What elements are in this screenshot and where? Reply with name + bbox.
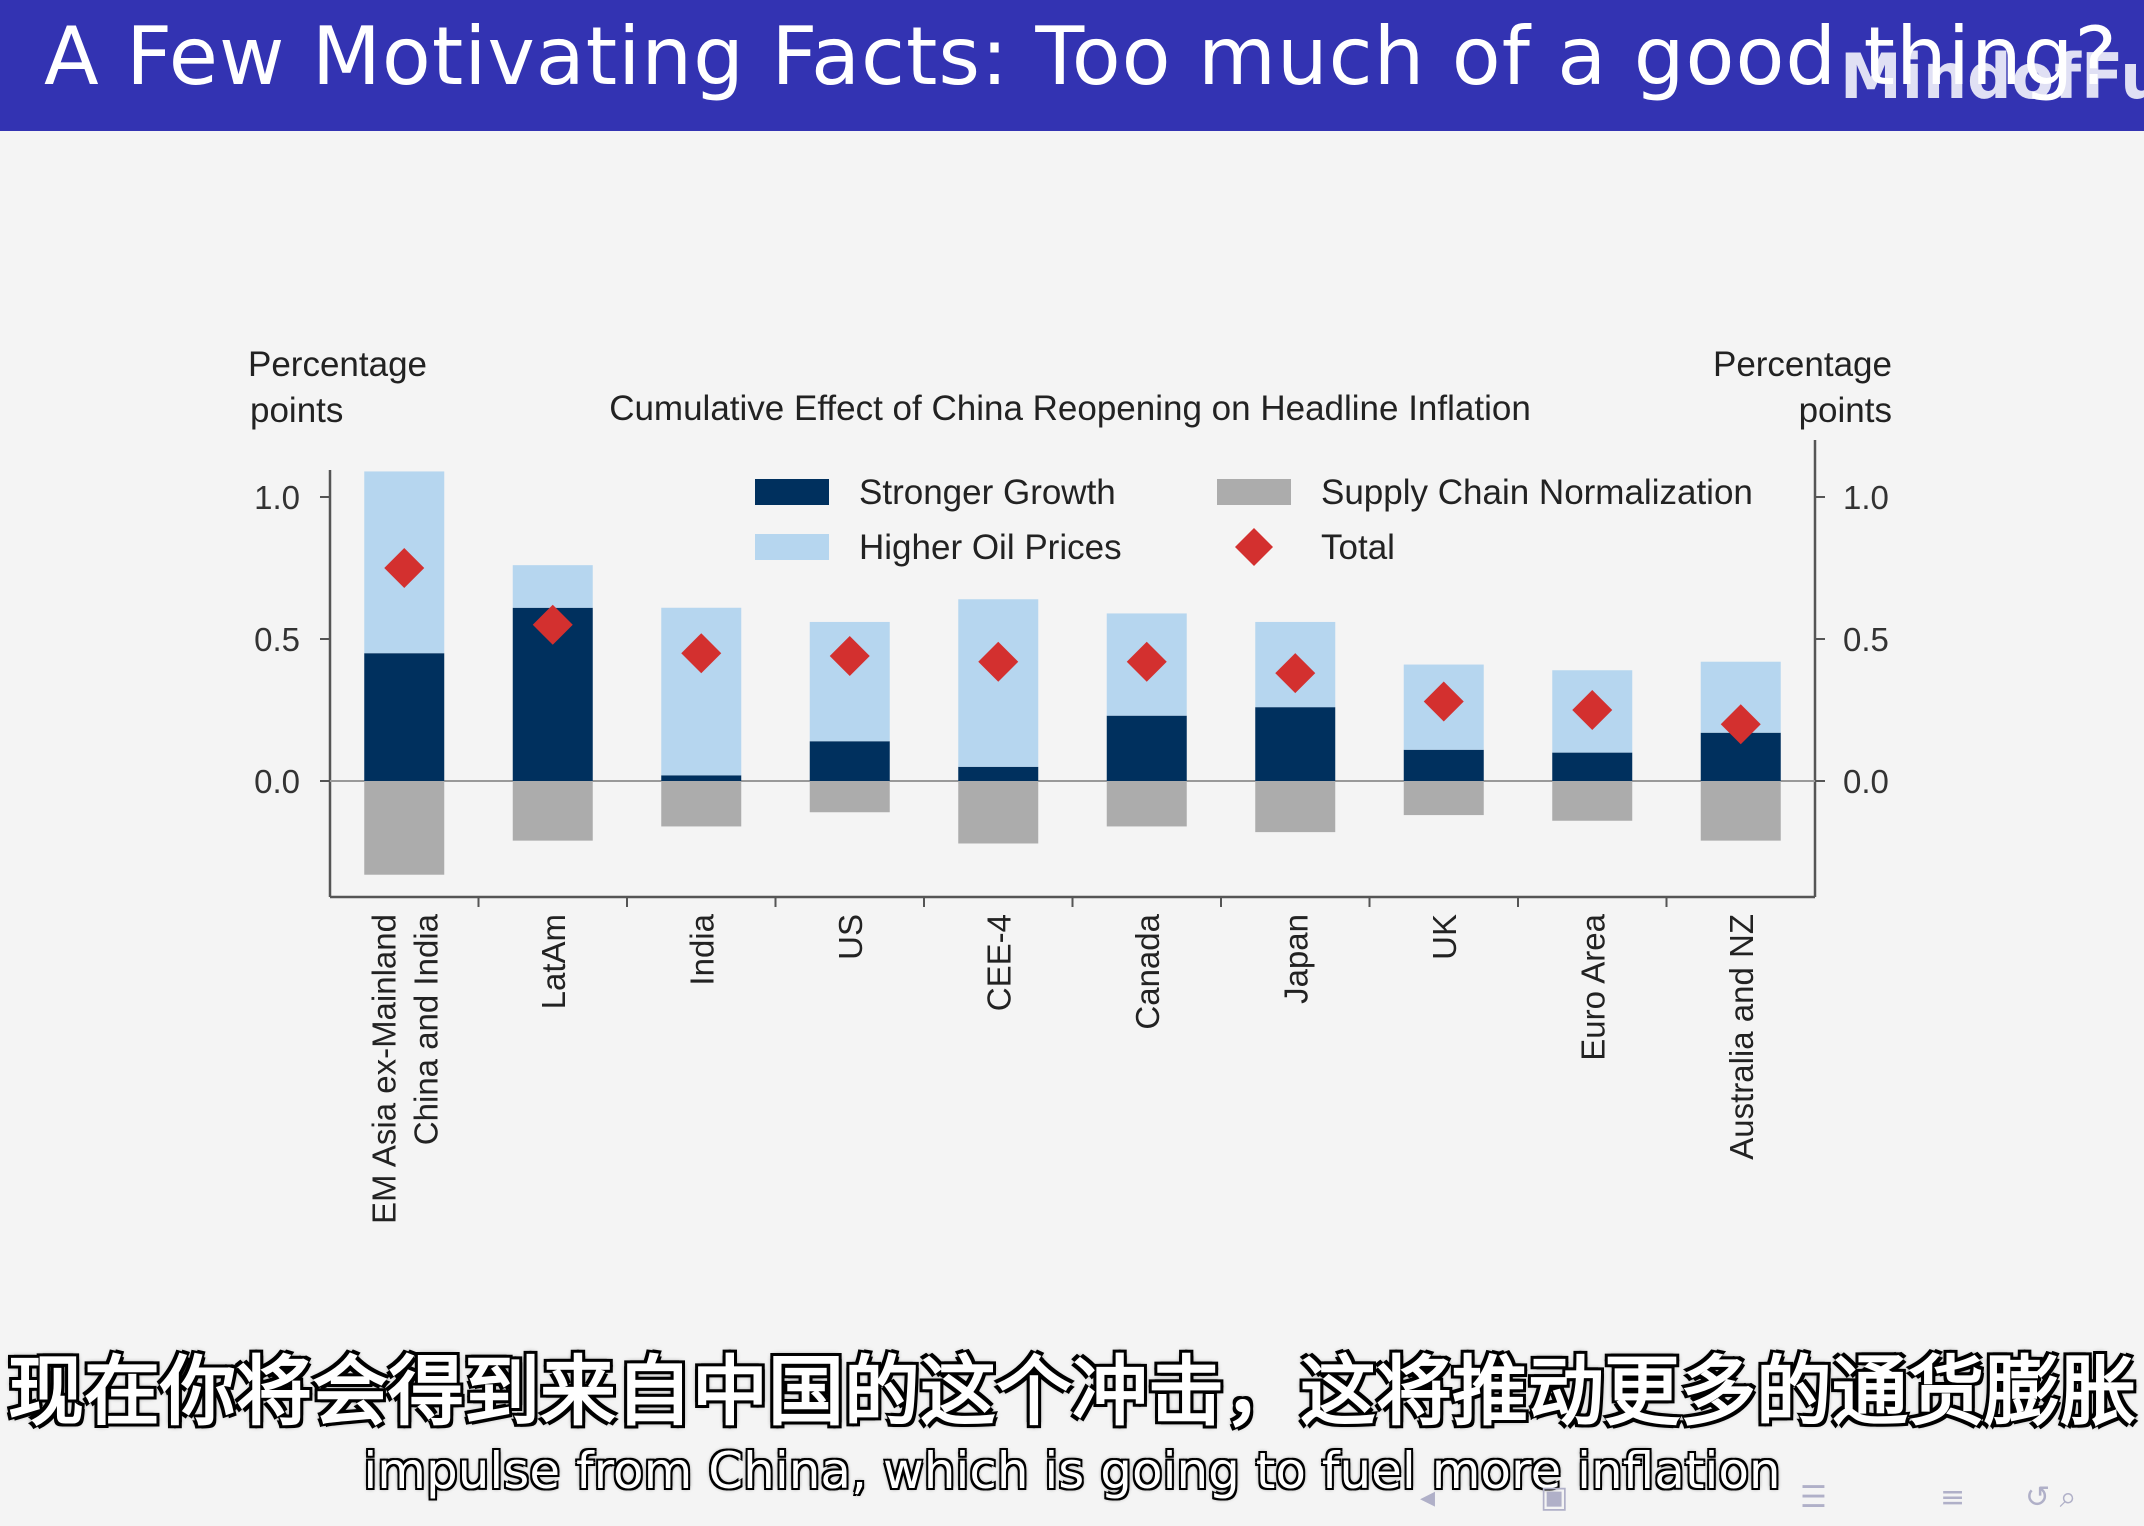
watermark: MindofFutu <box>1840 40 2144 113</box>
nav-first-icon[interactable]: ◂ <box>1420 1480 1436 1515</box>
bar-supply-chain-normalization <box>1106 781 1187 827</box>
bar-stronger-growth <box>1552 752 1633 781</box>
total-marker <box>1126 641 1167 682</box>
x-category-label: US <box>832 914 869 960</box>
y-axis-label-left-line: Percentage <box>248 345 427 384</box>
nav-search-icon[interactable]: ↺ ⌕ <box>2025 1480 2077 1515</box>
bar-stronger-growth <box>809 741 890 781</box>
bar-supply-chain-normalization <box>364 781 445 875</box>
axes: 0.0 0.0 0.5 0.5 1.0 1.0 EM Asia ex-Mainland Chi… <box>254 479 1889 1224</box>
y-axis-label-right-line: points <box>1799 391 1892 430</box>
legend-label: Higher Oil Prices <box>859 528 1122 567</box>
legend-swatch <box>1235 528 1273 566</box>
y-axis-label-left-line: points <box>250 391 343 430</box>
bar-higher-oil-prices <box>958 599 1039 767</box>
y-axis-label-right: Percentage points <box>1713 345 1892 430</box>
bar-supply-chain-normalization <box>1700 781 1781 841</box>
legend-swatch <box>755 479 829 505</box>
bar-supply-chain-normalization <box>512 781 593 841</box>
x-category-label: Australia and NZ <box>1723 914 1760 1160</box>
y-tick-label-left: 0.0 <box>254 763 300 800</box>
bar-higher-oil-prices <box>512 565 593 608</box>
total-marker <box>384 548 425 588</box>
y-tick-label-left: 1.0 <box>254 479 300 516</box>
total-marker <box>978 641 1019 682</box>
slide-title: A Few Motivating Facts: Too much of a go… <box>44 10 2118 103</box>
nav-subsection-icon[interactable]: ≡ <box>1940 1480 1966 1515</box>
x-category-label: CEE-4 <box>980 914 1017 1011</box>
y-tick-label-left: 0.5 <box>254 621 300 658</box>
legend-label: Supply Chain Normalization <box>1321 473 1753 512</box>
total-marker <box>1572 690 1613 730</box>
bar-stronger-growth <box>661 775 742 781</box>
nav-section-icon[interactable]: ☰ <box>1800 1480 1827 1515</box>
total-marker <box>1720 704 1761 745</box>
x-category-label: Euro Area <box>1574 913 1611 1060</box>
y-axis-label-right-line: Percentage <box>1713 345 1892 384</box>
bar-supply-chain-normalization <box>661 781 742 827</box>
x-category-label: EM Asia ex-Mainland <box>365 914 402 1224</box>
x-category-label: China and India <box>407 913 444 1145</box>
bar-higher-oil-prices <box>661 607 742 776</box>
inflation-chart: Cumulative Effect of China Reopening on … <box>248 345 1892 1224</box>
subtitle-english: impulse from China, which is going to fu… <box>363 1442 1781 1500</box>
bar-stronger-growth <box>958 766 1039 781</box>
subtitle-chinese: 现在你将会得到来自中国的这个冲击，这将推动更多的通货膨胀 <box>8 1347 2136 1436</box>
bar-supply-chain-normalization <box>809 781 890 813</box>
y-axis-label-left: Percentage points <box>248 345 427 430</box>
nav-frame-icon[interactable]: ▣ <box>1540 1480 1569 1515</box>
x-category-label: India <box>683 913 720 985</box>
total-marker <box>681 633 722 674</box>
bar-supply-chain-normalization <box>1255 781 1336 833</box>
total-marker <box>1423 681 1464 722</box>
title-bar: A Few Motivating Facts: Too much of a go… <box>0 0 2144 131</box>
legend-label: Stronger Growth <box>859 473 1116 512</box>
total-marker <box>829 636 870 677</box>
bar-stronger-growth <box>1403 749 1484 781</box>
legend: Stronger Growth Supply Chain Normalizatio… <box>755 473 1753 567</box>
legend-swatch <box>1217 479 1291 505</box>
bar-supply-chain-normalization <box>958 781 1039 844</box>
chart-title: Cumulative Effect of China Reopening on … <box>609 389 1531 428</box>
bar-stronger-growth <box>1255 707 1336 781</box>
legend-label: Total <box>1321 528 1395 567</box>
x-category-label: Canada <box>1129 913 1166 1029</box>
total-marker <box>1275 653 1316 694</box>
total-marker <box>532 604 573 645</box>
x-category-label: LatAm <box>535 914 572 1009</box>
bar-stronger-growth <box>364 653 445 781</box>
y-tick-label-right: 1.0 <box>1843 479 1889 516</box>
x-category-label: Japan <box>1277 914 1314 1004</box>
y-tick-label-right: 0.0 <box>1843 763 1889 800</box>
y-tick-label-right: 0.5 <box>1843 621 1889 658</box>
slide-navigation[interactable]: ◂ ▣ ☰ ≡ ↺ ⌕ <box>1400 1480 2140 1520</box>
total-markers <box>384 548 1761 745</box>
legend-swatch <box>755 534 829 560</box>
bar-supply-chain-normalization <box>1552 781 1633 821</box>
bar-stronger-growth <box>1106 715 1187 781</box>
x-category-label: UK <box>1426 914 1463 960</box>
bar-supply-chain-normalization <box>1403 781 1484 816</box>
